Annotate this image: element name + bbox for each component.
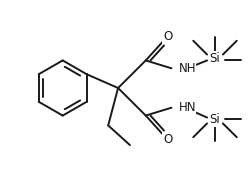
- Text: HN: HN: [178, 101, 196, 114]
- Text: NH: NH: [178, 62, 196, 75]
- Text: O: O: [163, 30, 172, 43]
- Text: O: O: [163, 133, 172, 146]
- Text: Si: Si: [210, 113, 220, 126]
- Text: Si: Si: [210, 52, 220, 65]
